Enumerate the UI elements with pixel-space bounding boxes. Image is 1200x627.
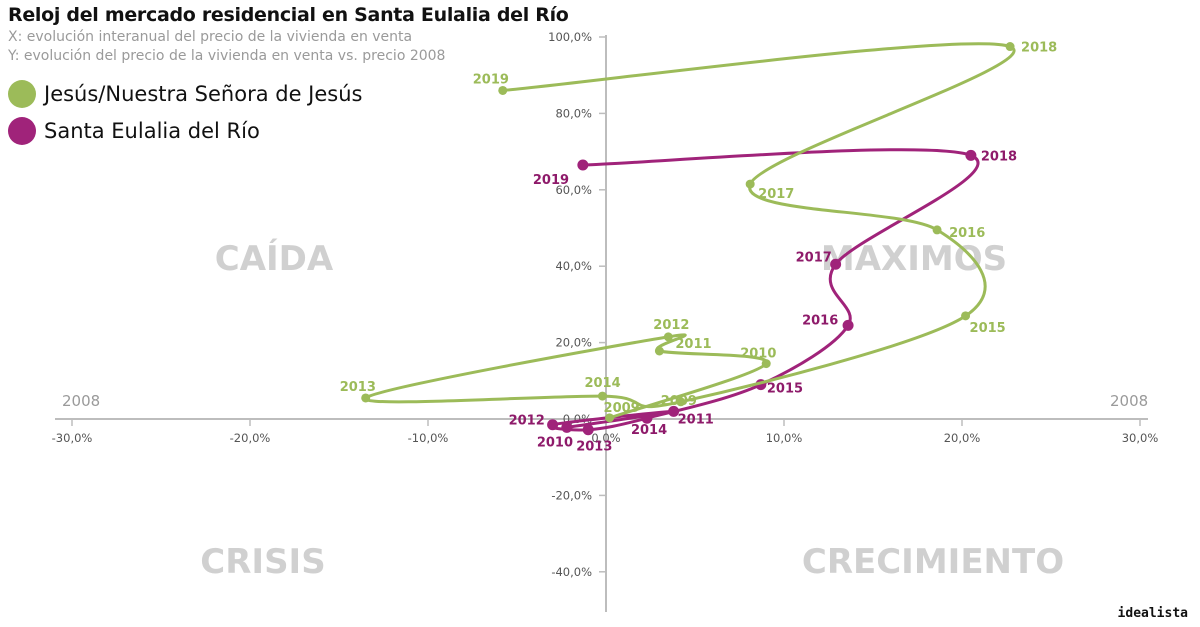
y-tick-label: 80,0% <box>555 106 592 120</box>
data-point <box>932 225 942 235</box>
legend-marker-green <box>8 80 36 108</box>
x-tick-label: -30,0% <box>52 431 93 445</box>
year-label: 2016 <box>802 313 838 328</box>
y-tick-label: -40,0% <box>551 565 592 579</box>
data-point <box>605 413 615 423</box>
legend-label: Santa Eulalia del Río <box>44 119 260 143</box>
year-label: 2017 <box>796 250 832 265</box>
data-point <box>577 159 589 171</box>
quadrant-caida: CAÍDA <box>215 238 334 279</box>
year-label: 2012 <box>653 318 689 333</box>
x-tick-label: 20,0% <box>944 431 981 445</box>
data-point <box>361 393 371 403</box>
year-label: 2015 <box>767 382 803 397</box>
data-point <box>641 412 653 424</box>
data-point <box>547 419 559 431</box>
legend-label: Jesús/Nuestra Señora de Jesús <box>44 82 363 106</box>
data-point <box>498 85 508 95</box>
y-tick-label: -20,0% <box>551 488 592 502</box>
year-label: 2018 <box>981 149 1017 164</box>
year-label: 2010 <box>537 435 573 450</box>
quadrant-crisis: CRISIS <box>200 542 325 582</box>
year-label: 2019 <box>533 173 569 188</box>
data-point <box>761 359 771 369</box>
y-tick-label: 100,0% <box>548 30 592 44</box>
y-tick-label: 20,0% <box>555 336 592 350</box>
data-point <box>663 332 673 342</box>
data-point <box>582 424 594 436</box>
data-point <box>654 346 664 356</box>
x-tick-label: 10,0% <box>766 431 803 445</box>
year-label: 2015 <box>970 321 1006 336</box>
y-axis-description: Y: evolución del precio de la vivienda e… <box>8 48 446 64</box>
data-point <box>676 397 686 407</box>
year-label: 2013 <box>340 380 376 395</box>
legend-marker-purple <box>8 117 36 145</box>
data-point <box>842 319 854 331</box>
data-point <box>830 258 842 270</box>
data-point <box>1005 42 1015 52</box>
data-point <box>961 311 971 321</box>
series-santa-eulalia: 2010 2011 2012 2013 2014 2015 2016 2017 2018 2019 <box>509 148 1017 455</box>
year-label: 2009 <box>604 401 640 416</box>
y-tick-label: 60,0% <box>555 183 592 197</box>
data-point <box>597 391 607 401</box>
series-line-jesus <box>364 42 1016 420</box>
data-point <box>668 405 680 417</box>
year-label: 2017 <box>758 187 794 202</box>
data-point <box>965 149 977 161</box>
year-label: 2011 <box>675 337 711 352</box>
brand-logo: idealista <box>1117 606 1188 621</box>
year-label: 2019 <box>473 72 509 87</box>
x-tick-label: -10,0% <box>408 431 449 445</box>
quadrant-crecimiento: CRECIMIENTO <box>802 542 1064 582</box>
year-label: 2018 <box>1021 41 1057 56</box>
chart-title: Reloj del mercado residencial en Santa E… <box>8 4 569 26</box>
year-label: 2014 <box>631 423 667 438</box>
x-tick-label: 0,0% <box>591 431 620 445</box>
year-label: 2014 <box>584 376 620 391</box>
reference-year-right: 2008 <box>1110 392 1148 410</box>
x-tick-label: -20,0% <box>230 431 271 445</box>
year-label: 2012 <box>509 414 545 429</box>
x-tick-label: 30,0% <box>1122 431 1159 445</box>
legend-item-santa-eulalia: Santa Eulalia del Río <box>8 117 260 145</box>
series-jesus: 2009 2010 2011 2012 2013 2014 2009 2015 2016 2017… <box>340 41 1057 423</box>
year-label: 2010 <box>740 347 776 362</box>
x-axis-description: X: evolución interanual del precio de la… <box>8 29 413 45</box>
year-label: 2011 <box>678 412 714 427</box>
reference-year-left: 2008 <box>62 392 100 410</box>
quadrant-maximos: MAXIMOS <box>821 239 1007 279</box>
data-point <box>745 179 755 189</box>
legend-item-jesus: Jesús/Nuestra Señora de Jesús <box>8 80 363 108</box>
data-point <box>561 421 573 433</box>
y-tick-label: 40,0% <box>555 259 592 273</box>
year-label: 2016 <box>949 226 985 241</box>
year-label: 2009 <box>661 394 697 409</box>
year-label: 2013 <box>576 440 612 455</box>
